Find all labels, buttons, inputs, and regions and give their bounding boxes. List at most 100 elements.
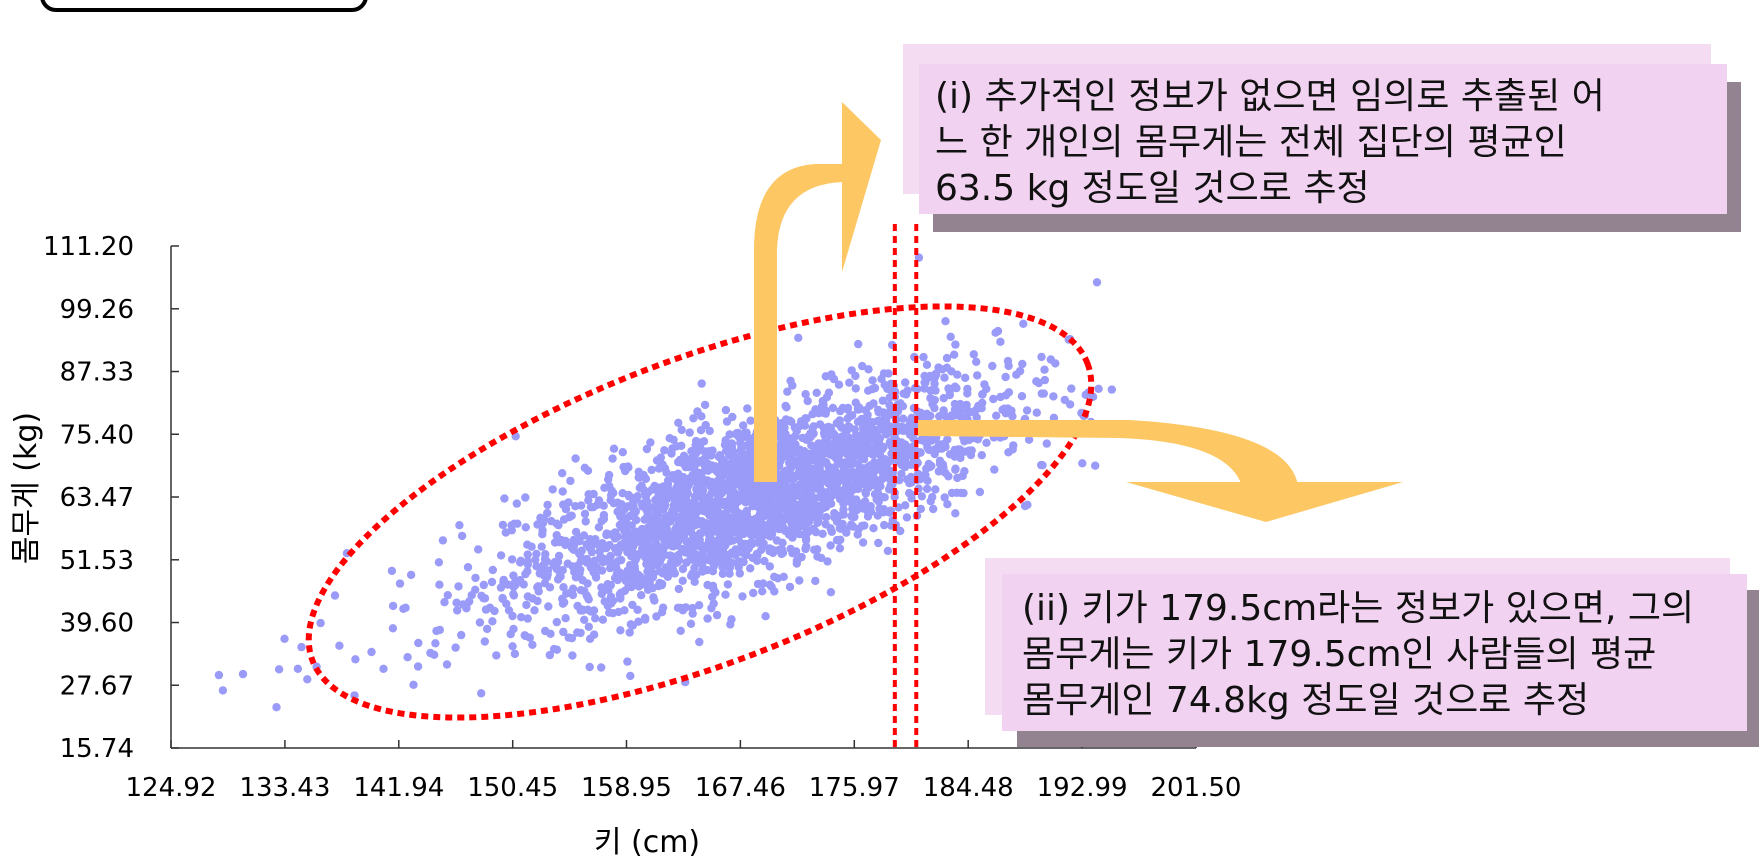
scatter-point: [609, 444, 619, 453]
scatter-point: [660, 446, 669, 455]
scatter-point: [728, 412, 737, 422]
scatter-point: [812, 484, 821, 493]
scatter-point: [610, 573, 620, 583]
scatter-point: [559, 583, 568, 592]
scatter-point: [673, 603, 683, 612]
scatter-point: [876, 446, 885, 455]
scatter-point: [621, 466, 630, 476]
scatter-point: [792, 508, 802, 517]
scatter-point: [728, 536, 738, 545]
note-2-line-3: 몸무게인 74.8kg 정도일 것으로 추정: [1022, 680, 1590, 721]
scatter-point: [498, 594, 507, 604]
scatter-point: [623, 657, 632, 666]
scatter-point: [898, 448, 907, 457]
scatter-point: [896, 399, 905, 408]
scatter-point: [818, 529, 827, 538]
scatter-point: [740, 512, 750, 521]
scatter-point: [647, 465, 656, 475]
scatter-point: [726, 620, 735, 629]
scatter-point: [594, 523, 604, 532]
scatter-point: [747, 540, 756, 549]
scatter-point: [597, 663, 606, 672]
scatter-point: [988, 361, 997, 371]
scatter-point: [711, 588, 720, 597]
scatter-point: [661, 488, 671, 497]
scatter-point: [1024, 435, 1034, 444]
scatter-point: [746, 564, 755, 573]
scatter-point: [868, 376, 877, 385]
scatter-point: [506, 629, 515, 639]
scatter-point: [955, 411, 964, 421]
scatter-point: [792, 426, 801, 436]
scatter-point: [901, 501, 910, 510]
scatter-point: [1094, 384, 1103, 393]
scatter-point: [842, 528, 851, 537]
scatter-point: [939, 463, 948, 472]
scatter-point: [765, 562, 774, 571]
scatter-points: [214, 253, 1117, 712]
scatter-point: [510, 649, 520, 659]
scatter-point: [1046, 355, 1056, 364]
scatter-point: [736, 438, 745, 448]
scatter-point: [692, 485, 701, 494]
scatter-point: [530, 606, 539, 615]
scatter-point: [575, 536, 584, 546]
scatter-point: [640, 537, 649, 547]
scatter-point: [689, 414, 698, 423]
scatter-point: [814, 445, 823, 455]
scatter-point: [725, 563, 734, 573]
scatter-point: [830, 466, 840, 475]
scatter-point: [578, 576, 587, 585]
scatter-point: [700, 479, 709, 488]
scatter-point: [914, 253, 924, 262]
scatter-point: [823, 557, 832, 566]
note-2: (ii) 키가 179.5cm라는 정보가 있으면, 그의 몸무게는 키가 17…: [1002, 574, 1747, 731]
scatter-point: [442, 660, 452, 669]
scatter-point: [409, 680, 418, 689]
scatter-point: [922, 484, 932, 494]
scatter-point: [604, 586, 613, 595]
scatter-point: [567, 634, 577, 643]
x-axis-title: 키 (cm): [594, 825, 700, 858]
scatter-point: [532, 562, 541, 571]
scatter-point: [964, 446, 973, 455]
scatter-point: [1000, 404, 1009, 413]
scatter-point: [508, 642, 517, 651]
scatter-point: [691, 550, 700, 559]
scatter-point: [1092, 278, 1102, 287]
scatter-point: [627, 521, 636, 530]
y-tick-labels: 111.20 99.26 87.33 75.40 63.47 51.53 39.60 27.6…: [43, 232, 134, 764]
scatter-point: [613, 548, 623, 557]
scatter-point: [746, 416, 755, 425]
scatter-point: [558, 487, 567, 496]
scatter-point: [541, 550, 550, 559]
scatter-point: [952, 383, 961, 393]
scatter-point: [851, 371, 860, 381]
scatter-point: [621, 530, 630, 539]
scatter-point: [426, 648, 435, 658]
scatter-point: [746, 453, 755, 462]
chart-annotations: [305, 102, 1403, 748]
scatter-point: [873, 511, 882, 520]
scatter-point: [548, 485, 557, 494]
scatter-point: [845, 378, 854, 387]
x-tick-label: 201.50: [1151, 773, 1242, 803]
scatter-point: [500, 494, 509, 503]
scatter-point: [303, 675, 312, 684]
scatter-point: [669, 474, 679, 483]
scatter-point: [1042, 439, 1052, 448]
scatter-point: [719, 486, 728, 496]
scatter-point: [821, 406, 831, 416]
scatter-point: [815, 464, 824, 474]
scatter-point: [646, 438, 655, 447]
scatter-point: [834, 472, 843, 481]
scatter-point: [854, 477, 863, 487]
scatter-point: [698, 486, 708, 495]
scatter-point: [794, 333, 803, 342]
scatter-point: [864, 386, 873, 395]
scatter-point: [668, 552, 677, 561]
scatter-point: [800, 516, 809, 526]
scatter-point: [440, 598, 449, 607]
scatter-point: [765, 580, 775, 589]
scatter-point: [640, 486, 649, 495]
